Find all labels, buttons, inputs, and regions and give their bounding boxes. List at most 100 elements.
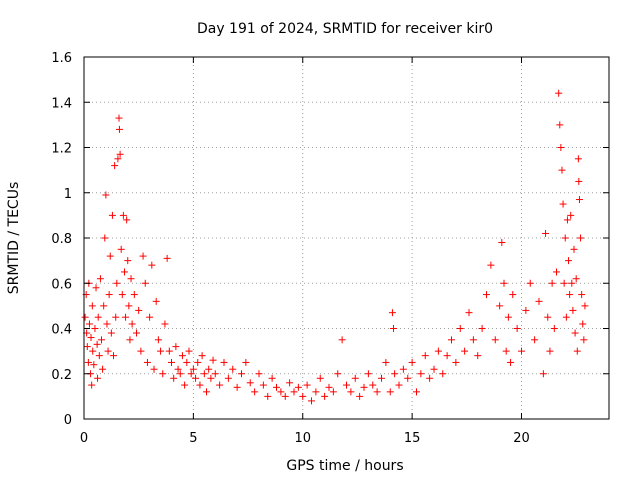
data-point <box>207 374 215 382</box>
x-tick-label: 10 <box>294 431 311 446</box>
data-point <box>174 365 182 373</box>
data-point <box>334 370 342 378</box>
data-point <box>135 306 143 314</box>
data-point <box>205 365 213 373</box>
data-point <box>539 370 547 378</box>
x-tick-label: 20 <box>513 431 530 446</box>
y-tick-label: 1 <box>64 187 72 202</box>
data-point <box>360 383 368 391</box>
data-point <box>513 325 521 332</box>
axis-ticks <box>83 56 609 420</box>
data-point <box>88 381 96 389</box>
data-point <box>95 352 103 360</box>
plot-frame <box>83 56 610 420</box>
data-point <box>178 352 186 360</box>
data-point <box>172 343 180 351</box>
data-point <box>299 392 307 400</box>
data-point <box>118 291 126 299</box>
y-tick-label: 1.4 <box>51 96 72 111</box>
data-point <box>120 268 128 276</box>
data-point <box>91 325 99 332</box>
data-point <box>268 374 276 382</box>
data-point <box>570 245 578 253</box>
data-point <box>85 320 93 328</box>
data-point <box>108 211 116 219</box>
data-point <box>581 302 589 310</box>
data-point <box>93 340 101 348</box>
data-point <box>114 155 122 163</box>
data-point <box>126 336 134 344</box>
data-point <box>92 284 100 292</box>
data-point <box>112 313 120 321</box>
data-point <box>408 358 416 366</box>
data-point <box>578 291 586 299</box>
data-point <box>154 336 162 344</box>
data-point <box>259 381 267 389</box>
data-point <box>96 275 104 283</box>
data-point <box>388 309 396 317</box>
y-axis-tick-labels: 0 0.2 0.4 0.6 0.8 1 1.2 1.4 1.6 <box>51 51 72 428</box>
data-point <box>399 365 407 373</box>
data-point <box>386 388 394 396</box>
data-point <box>224 374 232 382</box>
data-point <box>101 234 109 242</box>
data-point <box>559 200 567 208</box>
data-point <box>316 374 324 382</box>
y-tick-label: 0.4 <box>51 323 72 338</box>
data-point <box>487 261 495 269</box>
data-point <box>152 297 160 305</box>
data-point <box>531 336 539 344</box>
data-point <box>148 261 156 269</box>
data-point <box>141 279 149 287</box>
data-point <box>546 347 554 355</box>
x-tick-label: 0 <box>80 431 88 446</box>
data-point <box>382 358 390 366</box>
data-point <box>238 370 245 378</box>
data-point <box>390 325 398 332</box>
data-point <box>577 234 585 242</box>
x-tick-label: 5 <box>189 431 197 446</box>
data-point <box>83 343 91 351</box>
data-point <box>105 291 113 299</box>
data-point <box>111 162 119 170</box>
data-point <box>181 381 189 389</box>
data-point <box>573 347 581 355</box>
data-point <box>119 211 127 219</box>
data-point <box>116 150 124 158</box>
data-point <box>579 320 587 328</box>
data-point <box>264 392 272 400</box>
data-point <box>347 388 355 396</box>
data-point <box>395 381 403 389</box>
data-point <box>273 383 280 391</box>
data-point <box>417 370 425 378</box>
data-point <box>364 370 372 378</box>
data-point <box>127 275 135 283</box>
data-point <box>281 392 289 400</box>
data-point <box>110 352 118 360</box>
data-point <box>465 309 473 317</box>
data-point <box>161 320 169 328</box>
data-point <box>159 370 167 378</box>
data-point <box>107 329 115 337</box>
data-point <box>128 320 136 328</box>
data-point <box>139 252 147 260</box>
data-point <box>507 358 515 366</box>
x-axis-tick-labels: 0 5 10 15 20 <box>80 431 530 446</box>
data-point <box>351 374 359 382</box>
data-point <box>192 374 200 382</box>
y-tick-label: 1.2 <box>51 142 72 157</box>
data-point <box>522 306 530 314</box>
data-point <box>187 370 195 378</box>
data-point <box>553 268 560 276</box>
data-point <box>196 381 204 389</box>
data-point <box>137 347 145 355</box>
data-point <box>518 347 525 355</box>
data-point <box>242 358 250 366</box>
data-point <box>176 370 184 378</box>
data-point <box>329 388 337 396</box>
data-point <box>421 352 429 360</box>
data-point <box>483 291 490 299</box>
data-point <box>94 313 102 321</box>
data-point <box>321 392 329 400</box>
data-point <box>286 379 294 387</box>
